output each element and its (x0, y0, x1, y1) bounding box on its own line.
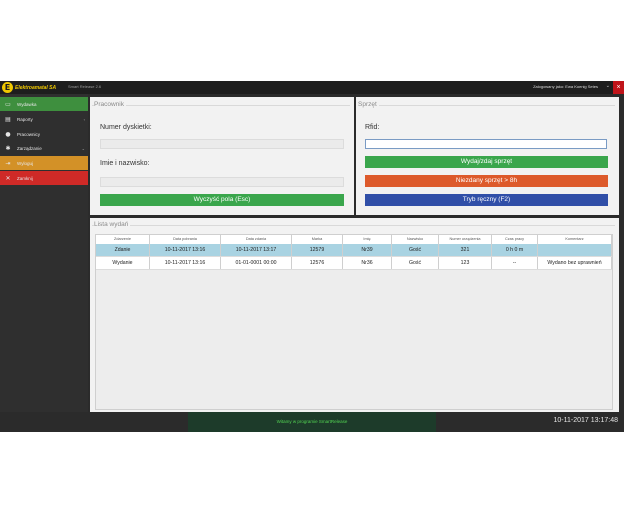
status-message: Witamy w programie SmartRelease (188, 412, 436, 432)
table-cell: Gość (392, 257, 439, 269)
sidebar-item-label: Wyloguj (17, 160, 33, 166)
status-bar: Witamy w programie SmartRelease 10-11-20… (0, 412, 624, 432)
table-cell: 12579 (292, 244, 343, 256)
table-cell: 01-01-0001 00:00 (221, 257, 292, 269)
issue-return-button[interactable]: Wydaj/zdaj sprzęt (365, 156, 608, 168)
column-header[interactable]: Zdarzenie (96, 235, 150, 244)
numer-dyskietki-label: Numer dyskietki: (100, 124, 152, 131)
app-logo: E Elektroamatal SA (2, 82, 56, 93)
issues-table: Zdarzenie Data pobrania Data zdania Mark… (95, 234, 613, 410)
imie-nazwisko-label: Imie i nazwisko: (100, 160, 150, 167)
table-cell: 10-11-2017 13:16 (150, 244, 221, 256)
sidebar-item-pracownicy[interactable]: ● Pracownicy (0, 127, 88, 141)
pracownik-legend: Pracownik (94, 101, 126, 108)
sidebar-item-zamknij[interactable]: ✕ Zamknij (0, 171, 88, 185)
column-header[interactable]: Data zdania (221, 235, 292, 244)
sidebar-item-label: Wydawka (17, 101, 37, 107)
pracownik-border (92, 105, 350, 106)
user-icon: ● (5, 130, 11, 138)
table-cell: 0 h 0 m (492, 244, 538, 256)
close-icon: ✕ (5, 174, 11, 182)
window-close-button[interactable]: × (613, 81, 624, 94)
sidebar-item-label: Pracownicy (17, 131, 41, 137)
table-row[interactable]: Wydanie 10-11-2017 13:16 01-01-0001 00:0… (96, 257, 612, 270)
not-returned-button[interactable]: Niezdany sprzęt > 8h (365, 175, 608, 187)
sidebar-item-wydawka[interactable]: ▭ Wydawka (0, 97, 88, 111)
table-cell: -- (492, 257, 538, 269)
sidebar-item-label: Raporty (17, 116, 33, 122)
column-header[interactable]: Marka (292, 235, 343, 244)
gear-icon: ✱ (5, 144, 11, 152)
chevron-down-icon[interactable]: ⌄ (605, 83, 610, 89)
status-datetime: 10-11-2017 13:17:48 (553, 417, 618, 424)
column-header[interactable]: Data pobrania (150, 235, 221, 244)
column-header[interactable]: Komentarz (538, 235, 612, 244)
table-cell: 321 (439, 244, 492, 256)
clear-fields-button[interactable]: Wyczyść pola (Esc) (100, 194, 344, 206)
sidebar-item-raporty[interactable]: ▤ Raporty ‹ (0, 112, 88, 126)
user-info[interactable]: Zalogowany jako: Ewa Koenig Setes (533, 84, 598, 89)
sidebar-item-zarzadzanie[interactable]: ✱ Zarządzanie ⌄ (0, 141, 88, 155)
logo-icon: E (2, 82, 13, 93)
column-header[interactable]: Numer urządzenia (439, 235, 492, 244)
rfid-input[interactable] (365, 139, 607, 149)
table-cell: Gość (392, 244, 439, 256)
lista-wydan-legend: Lista wydań (94, 221, 131, 228)
table-cell: 10-11-2017 13:17 (221, 244, 292, 256)
imie-nazwisko-field[interactable] (100, 177, 344, 187)
title-bar: E Elektroamatal SA Smart Release 2.6 Zal… (0, 81, 624, 94)
logo-text: Elektroamatal SA (15, 84, 57, 91)
column-header[interactable]: Czas pracy (492, 235, 538, 244)
sprzet-legend: Sprzęt (358, 101, 379, 108)
table-cell: Wydano bez uprawnień (538, 257, 612, 269)
table-cell: Nr36 (343, 257, 392, 269)
column-header[interactable]: Nazwisko (392, 235, 439, 244)
sidebar-item-wyloguj[interactable]: ⇥ Wyloguj (0, 156, 88, 170)
manual-mode-button[interactable]: Tryb ręczny (F2) (365, 194, 608, 206)
numer-dyskietki-field[interactable] (100, 139, 344, 149)
table-cell: Nr39 (343, 244, 392, 256)
table-cell: 12576 (292, 257, 343, 269)
table-row[interactable]: Zdanie 10-11-2017 13:16 10-11-2017 13:17… (96, 244, 612, 257)
report-icon: ▤ (5, 115, 11, 123)
sidebar: ▭ Wydawka ▤ Raporty ‹ ● Pracownicy ✱ Zar… (0, 94, 88, 432)
sprzet-border (358, 105, 615, 106)
table-cell: Wydanie (96, 257, 150, 269)
sidebar-item-label: Zamknij (17, 175, 33, 181)
table-cell (538, 244, 612, 256)
chevron-down-icon: ⌄ (81, 145, 85, 151)
chevron-left-icon: ‹ (83, 116, 85, 122)
column-header[interactable]: Imię (343, 235, 392, 244)
table-cell: 10-11-2017 13:16 (150, 257, 221, 269)
table-cell: Zdanie (96, 244, 150, 256)
table-cell: 123 (439, 257, 492, 269)
logout-icon: ⇥ (5, 159, 11, 167)
monitor-icon: ▭ (5, 100, 11, 108)
sprzet-panel: Sprzęt Rfid: Wydaj/zdaj sprzęt Niezdany … (356, 97, 619, 215)
lista-border (92, 225, 615, 226)
pracownik-panel: Pracownik Numer dyskietki: Imie i nazwis… (90, 97, 354, 215)
app-version: Smart Release 2.6 (68, 84, 102, 89)
sidebar-item-label: Zarządzanie (17, 145, 42, 151)
rfid-label: Rfid: (365, 124, 380, 131)
